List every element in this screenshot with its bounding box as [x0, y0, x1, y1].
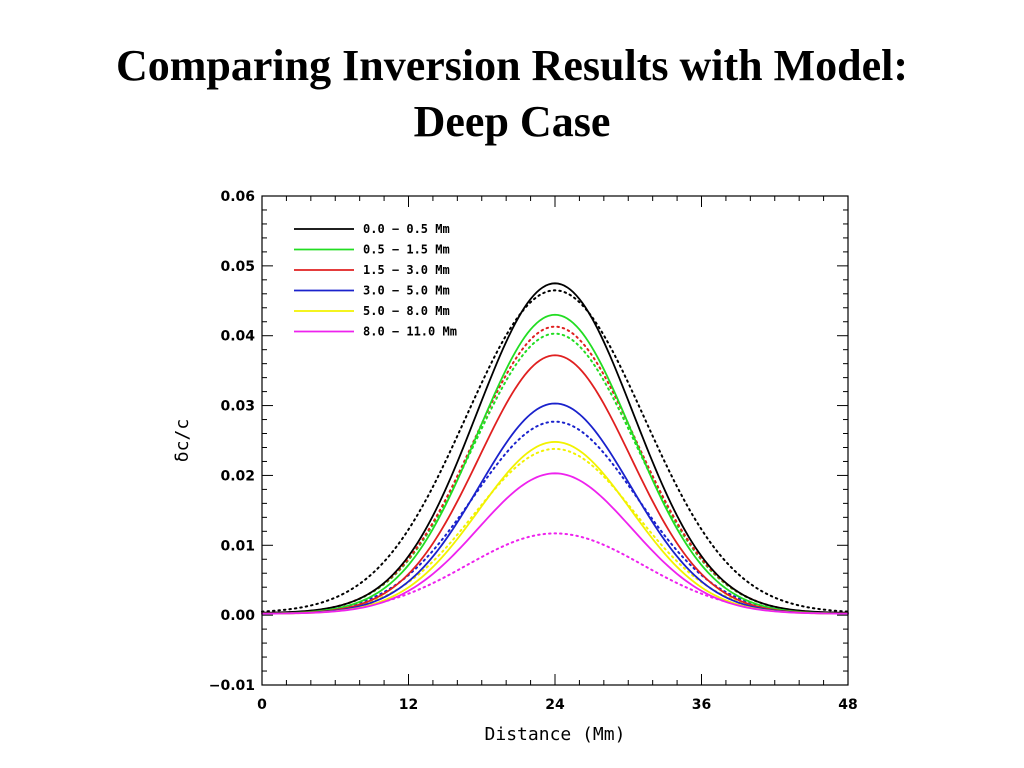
inversion-curve-0 [261, 282, 849, 614]
inversion-curve-5 [261, 472, 849, 615]
inversion-curve-2 [261, 354, 849, 615]
model-curve-3 [261, 420, 849, 615]
x-tick-label: 24 [545, 697, 565, 713]
axes: 0 12 24 36 48 −0.01 0.00 0.01 0.02 0.03 0.04 0.05 0.… [209, 189, 858, 713]
y-tick-label: 0.00 [220, 608, 255, 624]
legend-label-4: 5.0 − 8.0 Mm [363, 304, 450, 318]
x-axis-title: Distance (Mm) [485, 724, 626, 745]
x-tick-label: 12 [399, 697, 418, 713]
legend-label-1: 0.5 − 1.5 Mm [363, 243, 450, 257]
legend-label-5: 8.0 − 11.0 Mm [363, 325, 457, 339]
series-layer [261, 282, 849, 615]
inversion-curve-1 [261, 313, 849, 615]
title-line-1: Comparing Inversion Results with Model: [115, 41, 909, 90]
y-tick-label: −0.01 [209, 678, 255, 694]
inversion-curve-3 [261, 402, 849, 615]
legend-label-3: 3.0 − 5.0 Mm [363, 284, 450, 298]
model-curve-0 [261, 289, 849, 613]
y-axis-title: δc/c [172, 419, 193, 462]
y-tick-label: 0.03 [220, 399, 255, 415]
x-tick-label: 0 [257, 697, 267, 713]
inversion-curve-4 [261, 440, 849, 615]
y-tick-label: 0.04 [220, 329, 255, 345]
legend: 0.0 − 0.5 Mm 0.5 − 1.5 Mm 1.5 − 3.0 Mm 3.0 … [294, 222, 457, 339]
x-tick-label: 48 [838, 697, 857, 713]
x-tick-label: 36 [692, 697, 711, 713]
slide-title: Comparing Inversion Results with Model: … [0, 38, 1024, 150]
y-tick-label: 0.01 [220, 538, 255, 554]
y-tick-label: 0.06 [220, 189, 255, 205]
model-curve-2 [261, 325, 849, 615]
legend-label-2: 1.5 − 3.0 Mm [363, 263, 450, 277]
title-line-2: Deep Case [413, 97, 611, 146]
y-tick-label: 0.02 [220, 468, 255, 484]
y-tick-label: 0.05 [220, 259, 255, 275]
legend-label-0: 0.0 − 0.5 Mm [363, 222, 450, 236]
